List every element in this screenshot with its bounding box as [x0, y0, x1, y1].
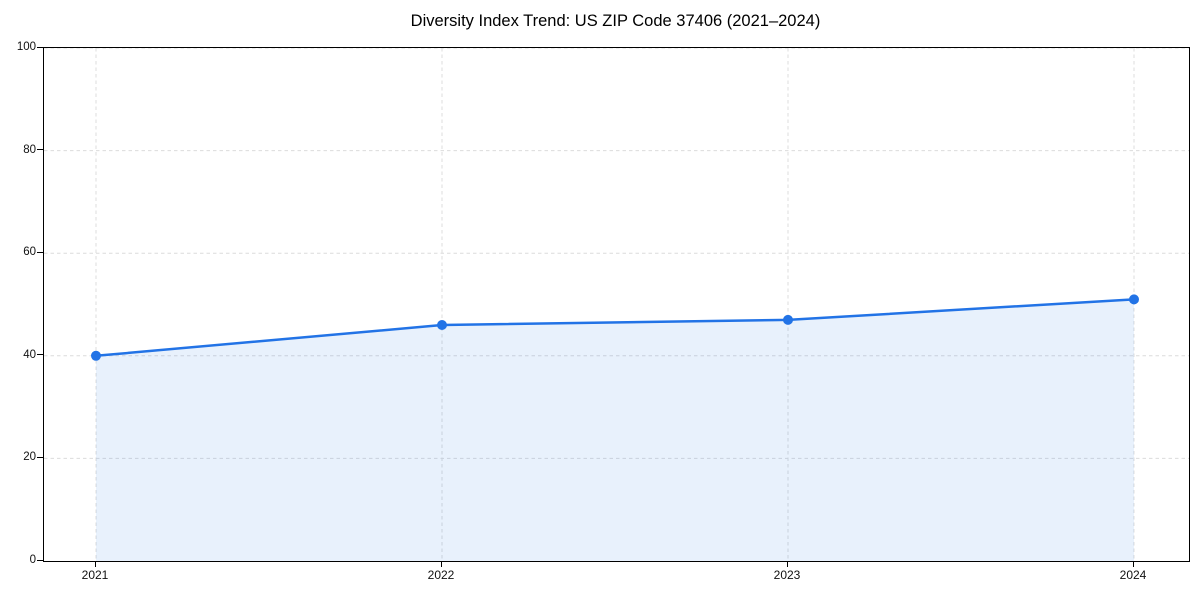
x-tick-mark: [94, 561, 96, 567]
data-point-marker: [783, 314, 793, 325]
x-tick-label: 2023: [773, 568, 801, 582]
y-tick-mark: [37, 251, 43, 253]
y-tick-label: 40: [23, 348, 36, 361]
plot-area: [43, 47, 1190, 562]
y-tick-label: 20: [23, 451, 36, 464]
x-tick-label: 2021: [81, 568, 109, 582]
line-area-plot: [44, 48, 1189, 561]
y-tick-label: 100: [16, 41, 36, 53]
x-tick-mark: [786, 561, 788, 567]
y-tick-label: 0: [29, 554, 36, 566]
area-fill: [96, 299, 1134, 561]
x-tick-mark: [1132, 561, 1134, 567]
y-tick-mark: [37, 456, 43, 458]
y-tick-label: 60: [23, 246, 36, 259]
y-tick-mark: [37, 46, 43, 48]
x-tick-label: 2024: [1119, 568, 1147, 582]
chart-title: Diversity Index Trend: US ZIP Code 37406…: [410, 12, 821, 30]
x-tick-label: 2022: [427, 568, 455, 582]
y-tick-mark: [37, 354, 43, 356]
y-tick-mark: [37, 149, 43, 151]
x-tick-mark: [440, 561, 442, 567]
trend-line: [94, 298, 1136, 358]
data-point-marker: [91, 350, 101, 361]
y-tick-mark: [37, 559, 43, 561]
data-point-marker: [1129, 294, 1139, 305]
data-point-marker: [437, 320, 447, 331]
y-tick-label: 80: [23, 143, 36, 156]
